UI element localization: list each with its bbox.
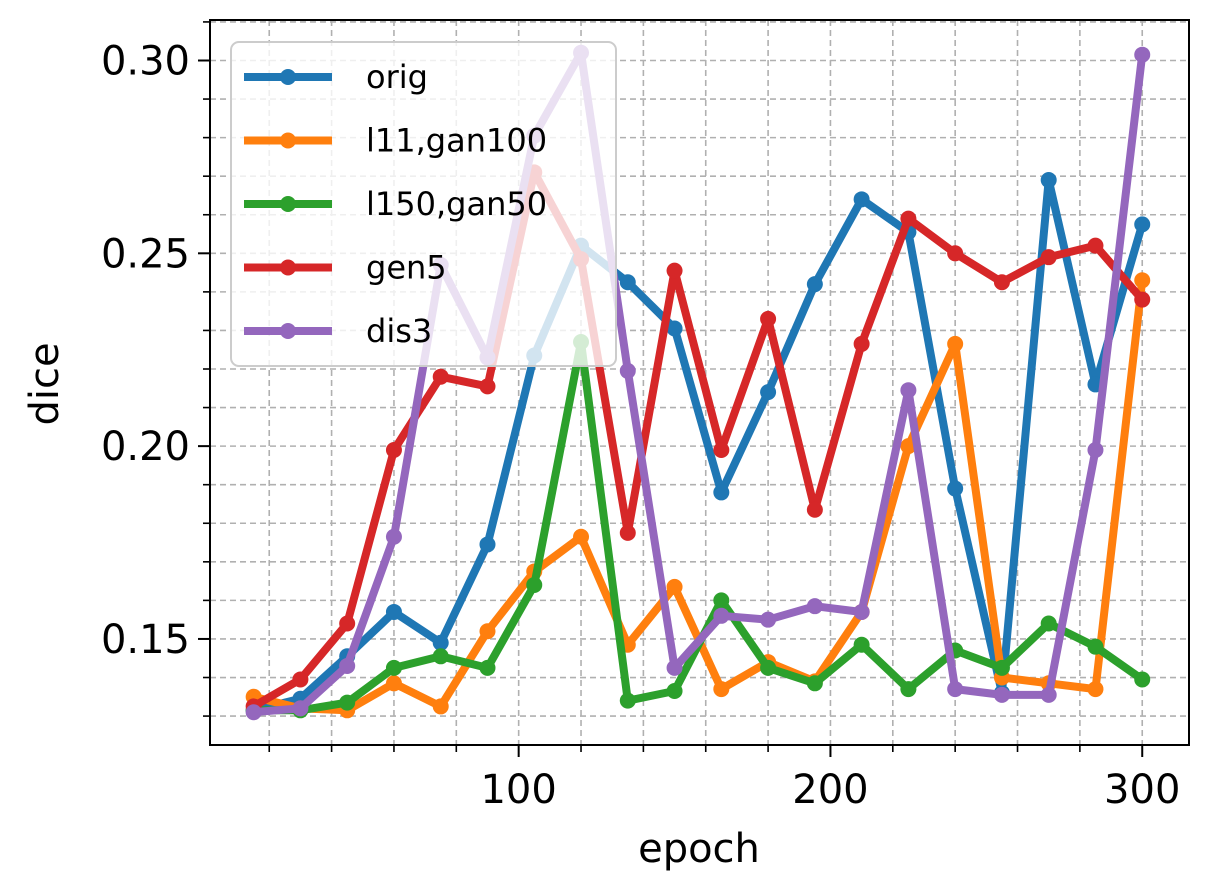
series-line-gen5	[248, 168, 1148, 712]
legend-marker-orig	[280, 69, 296, 85]
data-point-gen5	[1134, 291, 1151, 308]
y-tick-label: 0.20	[101, 424, 190, 470]
data-point-gen5	[760, 310, 777, 327]
data-point-orig	[385, 603, 402, 620]
data-point-dis3	[619, 362, 636, 379]
data-point-orig	[806, 276, 823, 293]
x-tick-label: 300	[1104, 767, 1180, 813]
data-point-l11,gan100	[432, 698, 449, 715]
data-point-dis3	[806, 598, 823, 615]
x-tick-label: 200	[792, 767, 868, 813]
data-point-l11,gan100	[385, 675, 402, 692]
data-point-gen5	[1087, 237, 1104, 254]
data-point-gen5	[1040, 249, 1057, 266]
data-point-l11,gan100	[479, 623, 496, 640]
data-point-l11,gan100	[1087, 681, 1104, 698]
legend-label-dis3: dis3	[366, 312, 432, 350]
data-point-l150,gan50	[900, 681, 917, 698]
data-point-l150,gan50	[385, 659, 402, 676]
data-point-orig	[853, 191, 870, 208]
x-tick-label: 100	[480, 767, 556, 813]
data-point-gen5	[713, 441, 730, 458]
data-point-l150,gan50	[339, 694, 356, 711]
data-point-l11,gan100	[713, 681, 730, 698]
data-point-l11,gan100	[573, 528, 590, 545]
data-point-gen5	[806, 501, 823, 518]
data-point-dis3	[292, 700, 309, 717]
data-point-gen5	[853, 335, 870, 352]
data-point-dis3	[1040, 686, 1057, 703]
data-point-gen5	[292, 671, 309, 688]
data-point-gen5	[947, 245, 964, 262]
data-point-dis3	[713, 607, 730, 624]
data-point-orig	[666, 320, 683, 337]
data-point-l11,gan100	[947, 335, 964, 352]
y-tick-label: 0.15	[101, 617, 190, 663]
axis-ticks: 100 200 300 0.15 0.20 0.25 0.30	[101, 21, 1180, 813]
data-point-dis3	[1087, 441, 1104, 458]
legend: orig l11,gan100 l150,gan50 gen5 dis3	[230, 41, 617, 367]
data-point-dis3	[947, 681, 964, 698]
legend-box	[230, 41, 617, 367]
data-point-orig	[1134, 216, 1151, 233]
data-point-gen5	[993, 274, 1010, 291]
data-point-gen5	[666, 262, 683, 279]
data-point-orig	[713, 484, 730, 501]
data-point-l150,gan50	[526, 576, 543, 593]
data-point-dis3	[1134, 46, 1151, 63]
y-axis-title: dice	[22, 342, 68, 425]
data-point-orig	[479, 536, 496, 553]
data-point-dis3	[760, 611, 777, 628]
data-point-orig	[1040, 172, 1057, 189]
series-line-orig	[248, 176, 1148, 716]
data-point-gen5	[900, 210, 917, 227]
data-point-l150,gan50	[806, 675, 823, 692]
data-point-l150,gan50	[479, 659, 496, 676]
data-point-dis3	[339, 657, 356, 674]
legend-marker-l150,gan50	[280, 196, 296, 212]
data-point-dis3	[853, 603, 870, 620]
legend-label-l11,gan100: l11,gan100	[366, 122, 547, 160]
legend-marker-gen5	[280, 259, 296, 276]
data-point-dis3	[666, 659, 683, 676]
data-point-l150,gan50	[1087, 638, 1104, 655]
data-point-l11,gan100	[900, 438, 917, 455]
y-tick-label: 0.25	[101, 231, 190, 277]
data-point-l150,gan50	[853, 636, 870, 653]
legend-marker-dis3	[280, 323, 296, 339]
plot-frame	[209, 19, 1190, 746]
data-point-dis3	[900, 382, 917, 399]
legend-label-l150,gan50: l150,gan50	[366, 185, 547, 223]
data-point-l150,gan50	[619, 692, 636, 709]
data-point-orig	[760, 384, 777, 401]
data-point-orig	[947, 480, 964, 497]
data-point-dis3	[993, 686, 1010, 703]
y-tick-label: 0.30	[101, 38, 190, 84]
x-axis-title: epoch	[638, 826, 760, 872]
data-point-l150,gan50	[432, 648, 449, 665]
data-point-l150,gan50	[1134, 671, 1151, 688]
data-point-gen5	[619, 524, 636, 541]
data-point-orig	[432, 634, 449, 651]
data-point-gen5	[385, 441, 402, 458]
legend-label-orig: orig	[366, 58, 428, 96]
data-point-l150,gan50	[760, 659, 777, 676]
data-point-dis3	[245, 704, 262, 721]
data-point-orig	[619, 274, 636, 291]
data-point-l150,gan50	[1040, 615, 1057, 632]
data-point-l11,gan100	[1134, 272, 1151, 289]
data-point-gen5	[339, 615, 356, 632]
data-point-dis3	[385, 528, 402, 545]
data-point-l150,gan50	[666, 683, 683, 700]
data-point-gen5	[479, 378, 496, 395]
data-point-gen5	[432, 368, 449, 385]
data-point-l150,gan50	[713, 592, 730, 609]
legend-marker-l11,gan100	[280, 132, 296, 149]
data-point-l11,gan100	[666, 578, 683, 595]
data-point-l150,gan50	[993, 659, 1010, 676]
legend-label-gen5: gen5	[366, 249, 447, 287]
axes-frame	[209, 19, 1190, 746]
